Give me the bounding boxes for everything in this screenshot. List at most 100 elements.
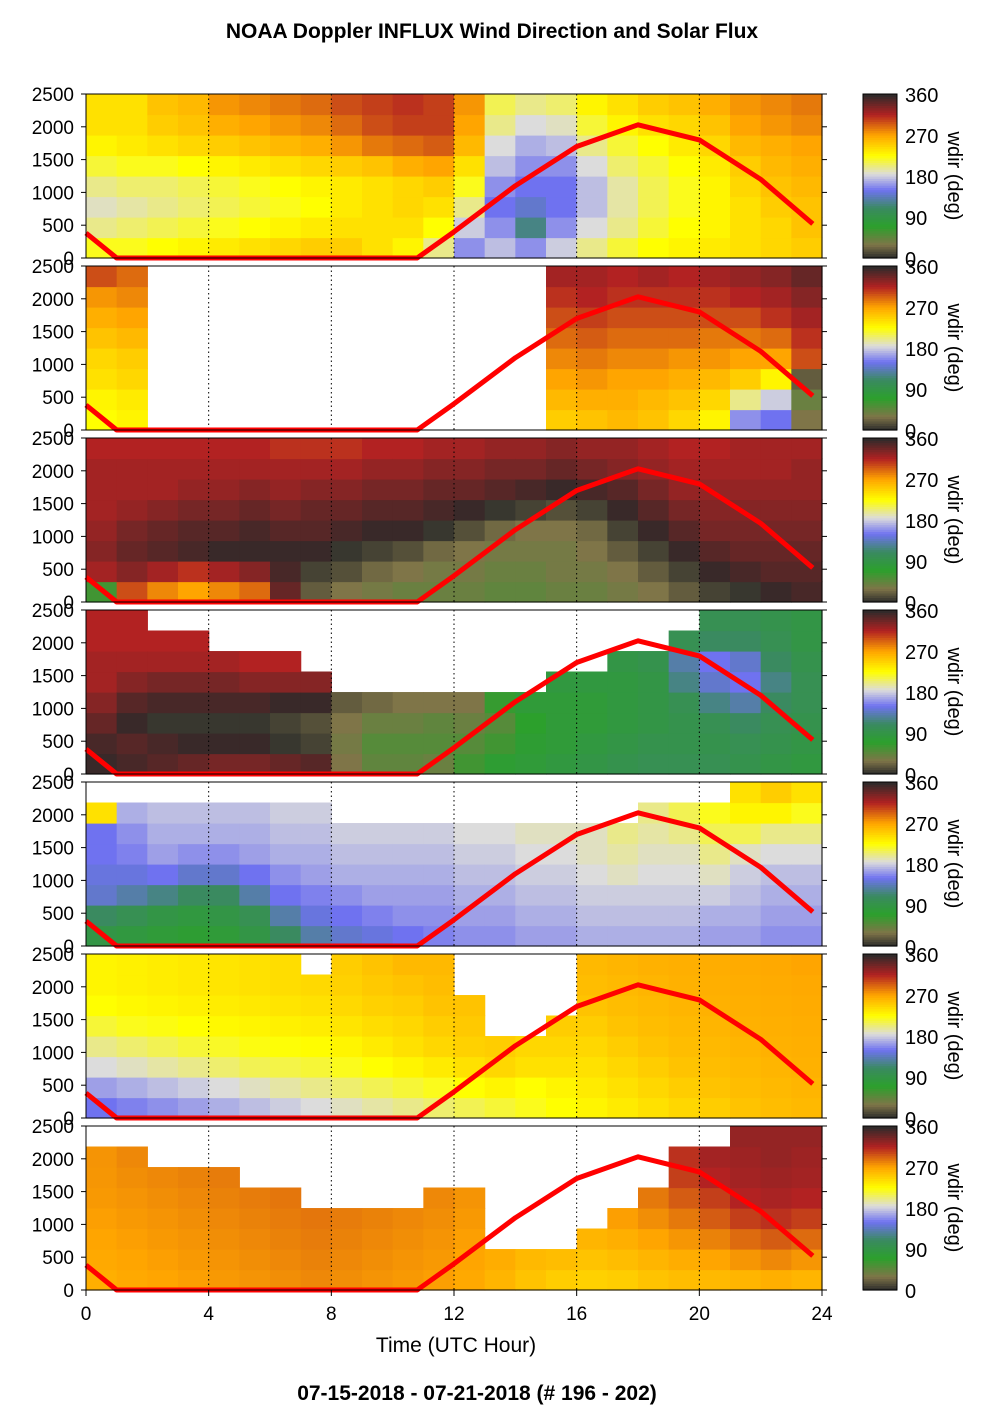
heatmap-cell <box>791 925 823 947</box>
heatmap-cell <box>730 479 762 501</box>
heatmap-cell <box>668 1208 700 1230</box>
heatmap-cell <box>208 1167 240 1189</box>
heatmap-cell <box>668 196 700 218</box>
colorbar-segment <box>863 1208 897 1211</box>
heatmap-cell <box>546 286 578 308</box>
heatmap-cell <box>392 974 424 996</box>
colorbar-segment <box>863 1038 897 1042</box>
heatmap-cell <box>208 114 240 136</box>
colorbar-segment <box>863 1090 897 1094</box>
heatmap-cell <box>300 823 332 845</box>
heatmap-cell <box>638 327 670 349</box>
heatmap-cell <box>86 1146 118 1168</box>
heatmap-cell <box>239 1097 271 1119</box>
colorbar-segment <box>863 687 897 691</box>
heatmap-cell <box>607 884 639 906</box>
colorbar-segment <box>863 1108 897 1112</box>
colorbar-segment <box>863 804 897 808</box>
colorbar-segment <box>863 1262 897 1266</box>
heatmap-cell <box>607 438 639 460</box>
colorbar-segment <box>863 469 897 473</box>
colorbar-segment <box>863 960 897 964</box>
heatmap-cell <box>208 671 240 693</box>
heatmap-cell <box>546 458 578 480</box>
heatmap-cell <box>730 1208 762 1230</box>
heatmap-cell <box>454 1187 486 1209</box>
heatmap-cell <box>638 905 670 927</box>
colorbar-segment <box>863 782 897 785</box>
heatmap-cell <box>270 925 302 947</box>
colorbar-segment <box>863 153 897 157</box>
heatmap-cell <box>331 995 363 1017</box>
heatmap-cell <box>730 389 762 411</box>
heatmap-cell <box>607 217 639 239</box>
heatmap-cell <box>178 864 210 886</box>
colorbar-tick-label: 180 <box>905 1027 938 1049</box>
heatmap-cell <box>576 217 608 239</box>
colorbar-segment <box>863 164 897 168</box>
heatmap-cell <box>300 237 332 259</box>
heatmap-cell <box>208 237 240 259</box>
colorbar-segment <box>863 877 897 881</box>
heatmap-cell <box>362 1015 394 1037</box>
colorbar-segment <box>863 447 897 450</box>
colorbar-segment <box>863 574 897 578</box>
heatmap-cell <box>270 995 302 1017</box>
heatmap-cell <box>270 1036 302 1058</box>
heatmap-cell <box>423 196 455 218</box>
colorbar-segment <box>863 350 897 354</box>
colorbar-segment <box>863 517 897 521</box>
colorbar-segment <box>863 999 897 1003</box>
heatmap-cell <box>760 925 792 947</box>
colorbar-segment <box>863 205 897 209</box>
heatmap-cell <box>423 561 455 583</box>
colorbar-segment <box>863 1130 897 1134</box>
heatmap-cell <box>484 237 516 259</box>
heatmap-cell <box>392 753 424 775</box>
colorbar-segment <box>863 1146 897 1150</box>
heatmap-cell <box>791 753 823 775</box>
colorbar-segment <box>863 198 897 202</box>
colorbar-segment <box>863 1276 897 1280</box>
heatmap-cell <box>86 1228 118 1250</box>
heatmap-cell <box>147 884 179 906</box>
colorbar-segment <box>863 595 897 599</box>
colorbar-segment <box>863 438 897 441</box>
colorbar-label: wdir (deg) <box>943 303 965 393</box>
colorbar-segment <box>863 242 897 245</box>
heatmap-cell <box>270 135 302 157</box>
colorbar-segment <box>863 348 897 351</box>
colorbar-segment <box>863 538 897 542</box>
heatmap-cell <box>147 217 179 239</box>
heatmap-cell <box>239 925 271 947</box>
colorbar-segment <box>863 1198 897 1202</box>
heatmap-cell <box>730 1015 762 1037</box>
colorbar-tick-label: 0 <box>905 249 916 271</box>
heatmap-cell <box>638 1187 670 1209</box>
y-tick-label: 2000 <box>32 978 74 999</box>
colorbar-segment <box>863 581 897 585</box>
colorbar-segment <box>863 105 897 109</box>
heatmap-cell <box>178 1187 210 1209</box>
colorbar-segment <box>863 1132 897 1136</box>
heatmap-cell <box>760 1269 792 1291</box>
colorbar-segment <box>863 1081 897 1085</box>
heatmap-cell <box>362 954 394 976</box>
heatmap-cell <box>515 753 547 775</box>
colorbar-tick-label: 90 <box>905 380 927 402</box>
heatmap-cell <box>668 864 700 886</box>
heatmap-cell <box>699 925 731 947</box>
colorbar-segment <box>863 1086 897 1089</box>
heatmap-cell <box>86 368 118 390</box>
colorbar-segment <box>863 635 897 638</box>
heatmap-cell <box>270 651 302 673</box>
heatmap-cell <box>730 651 762 673</box>
heatmap-cell <box>208 155 240 177</box>
heatmap-cell <box>730 782 762 804</box>
colorbar-segment <box>863 366 897 370</box>
heatmap-cell <box>208 540 240 562</box>
heatmap-cell <box>147 651 179 673</box>
heatmap-cell <box>607 1036 639 1058</box>
